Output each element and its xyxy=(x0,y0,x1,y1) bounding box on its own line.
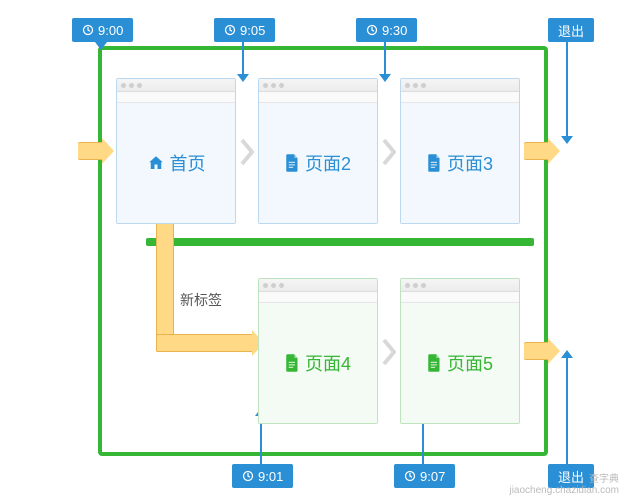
document-icon xyxy=(427,354,442,372)
card-tabbar xyxy=(259,292,377,303)
exit-arrow-top xyxy=(524,138,560,164)
card-titlebar xyxy=(401,279,519,292)
document-icon xyxy=(285,154,300,172)
time-badge-t900: 9:00 xyxy=(72,18,133,42)
page-card-p4: 页面4 xyxy=(258,278,378,424)
clock-icon xyxy=(366,24,378,36)
time-label: 9:00 xyxy=(98,23,123,38)
card-label: 页面4 xyxy=(285,350,351,376)
exit-label: 退出 xyxy=(558,21,584,40)
card-titlebar xyxy=(401,79,519,92)
entry-arrow xyxy=(78,138,114,164)
session-divider xyxy=(146,238,534,246)
page-card-p5: 页面5 xyxy=(400,278,520,424)
page-card-home: 首页 xyxy=(116,78,236,224)
time-badge-t907: 9:07 xyxy=(394,464,455,488)
card-label: 页面5 xyxy=(427,350,493,376)
connector-arrowhead xyxy=(561,136,573,144)
connector-line xyxy=(566,42,568,142)
card-body: 页面2 xyxy=(259,103,377,223)
card-body: 页面5 xyxy=(401,303,519,423)
connector-arrowhead xyxy=(379,74,391,82)
card-titlebar xyxy=(259,79,377,92)
document-icon xyxy=(427,154,442,172)
clock-icon xyxy=(404,470,416,482)
time-badge-t930: 9:30 xyxy=(356,18,417,42)
card-tabbar xyxy=(259,92,377,103)
time-label: 9:01 xyxy=(258,469,283,484)
card-body: 页面3 xyxy=(401,103,519,223)
new-tab-label: 新标签 xyxy=(180,290,222,310)
exit-arrow-bottom xyxy=(524,338,560,364)
card-label: 页面2 xyxy=(285,150,351,176)
chevron-right-icon xyxy=(240,138,256,166)
clock-icon xyxy=(242,470,254,482)
connector-arrowhead xyxy=(237,74,249,82)
chevron-right-icon xyxy=(382,138,398,166)
card-body: 页面4 xyxy=(259,303,377,423)
card-body: 首页 xyxy=(117,103,235,223)
time-label: 9:30 xyxy=(382,23,407,38)
clock-icon xyxy=(82,24,94,36)
document-icon xyxy=(285,354,300,372)
card-titlebar xyxy=(117,79,235,92)
time-badge-t901: 9:01 xyxy=(232,464,293,488)
card-label: 页面3 xyxy=(427,150,493,176)
page-card-p3: 页面3 xyxy=(400,78,520,224)
chevron-right-icon xyxy=(382,338,398,366)
card-tabbar xyxy=(401,292,519,303)
watermark: 查字典 jiaocheng.chazidian.com xyxy=(509,474,619,496)
connector-arrowhead xyxy=(561,350,573,358)
page-card-p2: 页面2 xyxy=(258,78,378,224)
card-tabbar xyxy=(401,92,519,103)
exit-badge-top: 退出 xyxy=(548,18,594,42)
card-titlebar xyxy=(259,279,377,292)
card-label: 首页 xyxy=(147,150,206,176)
connector-arrowhead xyxy=(95,42,107,50)
clock-icon xyxy=(224,24,236,36)
home-icon xyxy=(147,154,165,172)
time-label: 9:05 xyxy=(240,23,265,38)
card-tabbar xyxy=(117,92,235,103)
connector-line xyxy=(566,358,568,464)
time-badge-t905: 9:05 xyxy=(214,18,275,42)
time-label: 9:07 xyxy=(420,469,445,484)
